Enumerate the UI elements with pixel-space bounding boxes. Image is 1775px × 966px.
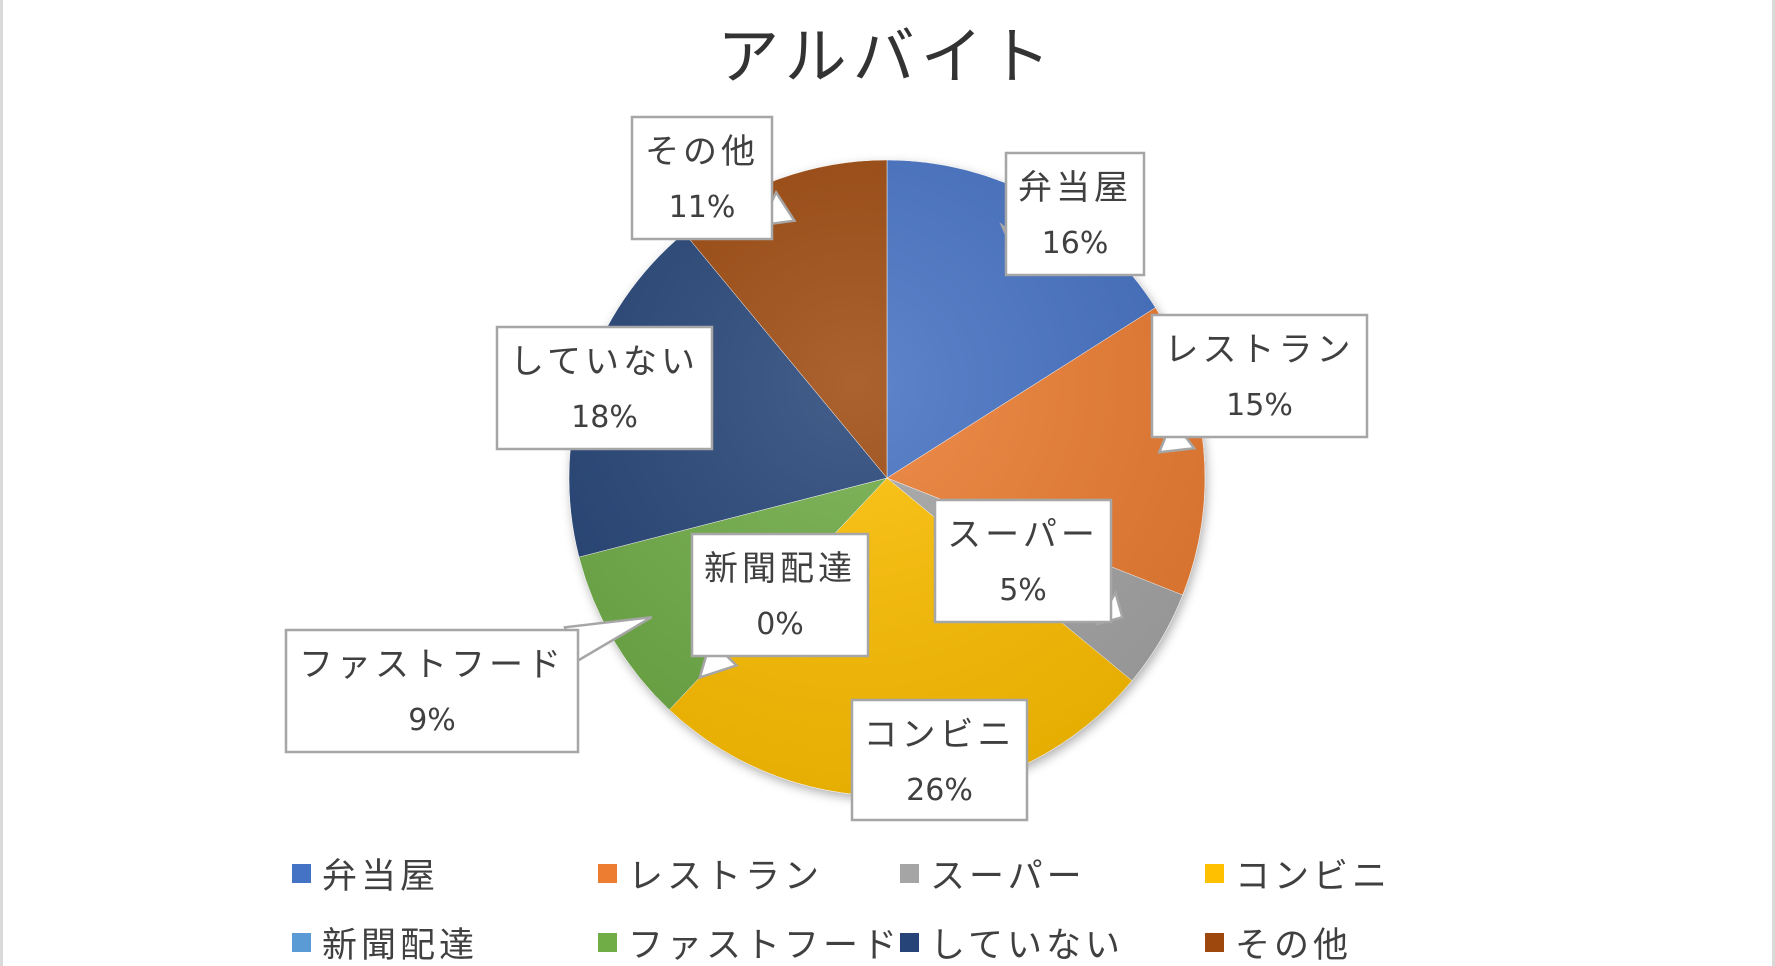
legend-label: ファストフード	[628, 926, 901, 966]
data-label-callouts: 弁当屋 16% レストラン 15% スーパー 5% コンビニ 26% 新聞配達 0% ファストフード…	[284, 115, 1369, 822]
legend-entry: 弁当屋	[292, 857, 439, 897]
chart-title: アルバイト	[717, 20, 1056, 93]
legend-entry: 新聞配達	[292, 926, 478, 966]
callout-category-label: レストラン	[1165, 330, 1355, 370]
legend-label: レストラン	[628, 857, 823, 897]
data-label-callout: ファストフード 9%	[284, 615, 653, 754]
legend-swatch	[900, 933, 919, 952]
data-label-callout: 弁当屋 16%	[999, 151, 1146, 277]
callout-fill	[936, 501, 1110, 621]
data-label-callout: レストラン 15%	[1150, 313, 1369, 454]
legend-entry: その他	[1205, 926, 1352, 966]
callout-percent-label: 18%	[571, 400, 638, 435]
legend-label: していない	[930, 926, 1124, 966]
callout-category-label: その他	[645, 132, 759, 172]
callout-fill	[633, 118, 771, 238]
legend-swatch	[1205, 933, 1224, 952]
callout-fill	[498, 328, 711, 448]
legend-swatch	[1205, 864, 1224, 883]
legend-swatch	[292, 864, 311, 883]
callout-fill	[853, 701, 1026, 819]
legend-entry: レストラン	[598, 857, 823, 897]
legend-entry: ファストフード	[598, 926, 901, 966]
legend-swatch	[598, 933, 617, 952]
data-label-callout: その他 11%	[630, 115, 797, 241]
callout-percent-label: 26%	[906, 773, 973, 808]
data-label-callout: 新聞配達 0%	[690, 532, 870, 680]
legend-label: その他	[1235, 926, 1352, 966]
callout-category-label: 弁当屋	[1018, 168, 1132, 208]
data-label-callout: スーパー 5%	[933, 498, 1124, 626]
legend-swatch	[598, 864, 617, 883]
callout-category-label: ファストフード	[299, 645, 565, 685]
callout-fill	[287, 631, 577, 751]
legend-swatch	[292, 933, 311, 952]
callout-percent-label: 5%	[999, 573, 1047, 608]
data-label-callout: コンビニ 26%	[850, 698, 1029, 822]
frame-right-border	[1772, 0, 1775, 966]
callout-percent-label: 15%	[1226, 388, 1293, 423]
callout-fill	[693, 535, 867, 655]
callout-fill	[1007, 154, 1143, 274]
callout-percent-label: 16%	[1042, 226, 1109, 261]
callout-category-label: スーパー	[947, 515, 1099, 555]
legend-entry: していない	[900, 926, 1124, 966]
legend-swatch	[900, 864, 919, 883]
legend-label: コンビニ	[1235, 857, 1391, 897]
callout-category-label: 新聞配達	[704, 549, 856, 589]
legend-label: スーパー	[930, 857, 1086, 897]
data-label-callout: していない 18%	[495, 325, 714, 451]
legend-label: 弁当屋	[322, 857, 439, 897]
callout-percent-label: 0%	[756, 607, 804, 642]
callout-category-label: コンビニ	[864, 715, 1016, 755]
callout-fill	[1153, 316, 1366, 436]
legend-label: 新聞配達	[322, 926, 478, 966]
callout-percent-label: 9%	[408, 703, 456, 738]
callout-category-label: していない	[510, 342, 699, 382]
legend-entry: コンビニ	[1205, 857, 1391, 897]
legend-entry: スーパー	[900, 857, 1086, 897]
frame-left-border	[0, 0, 3, 966]
callout-percent-label: 11%	[669, 190, 736, 225]
